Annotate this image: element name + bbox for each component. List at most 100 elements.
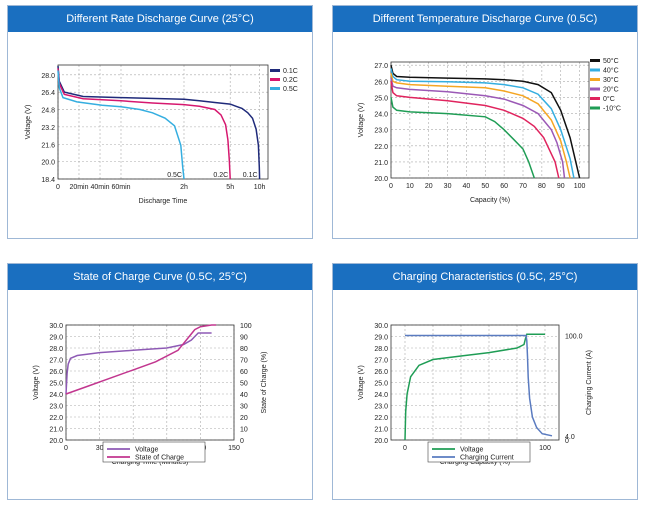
x-tick-label: 10h <box>254 184 266 191</box>
y2-tick-label: 40 <box>240 392 248 399</box>
x-axis-label: Charging Time (Minutes) <box>112 459 189 466</box>
legend-swatch <box>590 87 600 91</box>
x-tick-label: 50 <box>481 183 489 190</box>
x-tick-label: 60min <box>111 184 130 191</box>
y-tick-label: 28.0 <box>49 346 63 353</box>
x-tick-label: 100 <box>539 445 551 452</box>
y-tick-label: 26.0 <box>374 79 388 86</box>
y-tick-label: 24.8 <box>41 108 55 115</box>
y-tick-label: 22.0 <box>374 415 388 422</box>
y-tick-label: 24.0 <box>374 392 388 399</box>
x-tick-label: 0 <box>389 183 393 190</box>
charging-characteristics-chart: 20.0 21.0 22.0 23.0 24.0 25.0 26.0 27.0 28.0 29.0… <box>358 323 593 466</box>
y-tick-label: 21.6 <box>41 142 55 149</box>
y2-tick-label: 20 <box>240 415 248 422</box>
x-tick-label: 5h <box>226 184 234 191</box>
legend-label: 0°C <box>603 95 615 103</box>
y-tick-label: 29.0 <box>374 335 388 342</box>
charging-characteristics-title: Charging Characteristics (0.5C, 25°C) <box>333 264 637 290</box>
y-tick-label: 27.0 <box>374 358 388 365</box>
legend-label: 30°C <box>603 76 619 84</box>
series-line-50-c <box>390 65 581 179</box>
legend-label: 0.5C <box>283 86 298 93</box>
y2-tick-label: 10 <box>240 427 248 434</box>
x-tick-label: 60 <box>500 183 508 190</box>
series-line-voltage <box>404 333 545 441</box>
y2-tick-label: 0 <box>240 438 244 445</box>
legend-swatch <box>270 87 280 90</box>
legend-swatch <box>590 59 600 62</box>
y-tick-label: 26.0 <box>49 369 63 376</box>
x-tick-label: 30 <box>444 183 452 190</box>
y-tick-label: 28.0 <box>374 346 388 353</box>
series-line-40-c <box>390 68 575 179</box>
plot-frame <box>57 64 269 180</box>
plot-frame <box>390 61 590 179</box>
x-tick-label: 2h <box>180 184 188 191</box>
y-tick-label: 26.0 <box>374 369 388 376</box>
y-tick-label: 28.0 <box>41 73 55 80</box>
legend-label: -10°C <box>603 105 621 113</box>
x-tick-label: 20 <box>425 183 433 190</box>
y2-tick-label: 80 <box>240 346 248 353</box>
x-tick-label: 150 <box>228 445 240 452</box>
x-tick-label: 30 <box>96 445 104 452</box>
x-tick-label: 70 <box>519 183 527 190</box>
series-line-0-c <box>390 81 560 179</box>
y-axis-label: Voltage (V) <box>33 365 40 400</box>
legend-swatch <box>270 78 280 81</box>
y-tick-label: 30.0 <box>374 323 388 330</box>
x-tick-label: 90 <box>557 183 565 190</box>
temperature-discharge-panel: Different Temperature Discharge Curve (0… <box>332 5 638 239</box>
y-tick-label: 20.0 <box>41 160 55 167</box>
y2-tick-label: 100 <box>240 323 252 330</box>
series-line-voltage <box>65 332 212 395</box>
y-tick-label: 25.0 <box>49 381 63 388</box>
legend-label: 20°C <box>603 86 619 94</box>
y2-axis-label: State of Charge (%) <box>261 352 268 414</box>
rate-discharge-chart: 18.4 20.0 21.6 23.2 24.8 26.4 28.0 0 20min 40min 6… <box>25 64 298 205</box>
series-line-0-5c <box>57 70 185 180</box>
y-tick-label: 22.0 <box>49 415 63 422</box>
legend-swatch <box>590 78 600 81</box>
series-end-label: 0.2C <box>213 172 228 179</box>
legend-label: 50°C <box>603 57 619 65</box>
y-tick-label: 22.0 <box>374 144 388 151</box>
y-tick-label: 20.0 <box>374 176 388 183</box>
rate-discharge-title: Different Rate Discharge Curve (25°C) <box>8 6 312 32</box>
y2-axis-label: Charging Current (A) <box>586 350 593 415</box>
series-line-0-1c <box>57 66 261 180</box>
y-tick-label: 30.0 <box>49 323 63 330</box>
x-tick-label: 80 <box>538 183 546 190</box>
legend-swatch <box>590 106 600 110</box>
y-tick-label: 23.0 <box>374 404 388 411</box>
series-line-20-c <box>390 77 566 179</box>
y-tick-label: 21.0 <box>49 427 63 434</box>
series-line--10-c <box>390 97 536 179</box>
x-tick-label: 40min <box>90 184 109 191</box>
y2-tick-label: 70 <box>240 358 248 365</box>
legend-swatch <box>270 69 280 72</box>
y2-tick-label: 60 <box>240 369 248 376</box>
y-tick-label: 23.2 <box>41 125 55 132</box>
legend-swatch <box>590 68 600 72</box>
y-tick-label: 24.0 <box>49 392 63 399</box>
temperature-discharge-chart: 20.0 21.0 22.0 23.0 24.0 25.0 26.0 27.0 0 10 20 30 4… <box>358 57 621 204</box>
y-tick-label: 24.0 <box>374 112 388 119</box>
y-tick-label: 18.4 <box>41 177 55 184</box>
charging-characteristics-panel: Charging Characteristics (0.5C, 25°C) 20… <box>332 263 638 500</box>
y-tick-label: 21.0 <box>374 427 388 434</box>
series-line-state-of-charge <box>65 324 217 395</box>
series-end-label: 0.5C <box>167 172 182 179</box>
x-axis-label: Discharge Time <box>139 198 188 205</box>
x-tick-label: 0 <box>403 445 407 452</box>
legend-label: Charging Current <box>460 455 514 462</box>
y-tick-label: 20.0 <box>49 438 63 445</box>
x-tick-label: 100 <box>574 183 586 190</box>
x-tick-label: 10 <box>406 183 414 190</box>
temperature-discharge-title: Different Temperature Discharge Curve (0… <box>333 6 637 32</box>
state-of-charge-panel: State of Charge Curve (0.5C, 25°C) 20.0 2… <box>7 263 313 500</box>
legend-label: 0.1C <box>283 68 298 75</box>
y2-tick-label: 90 <box>240 335 248 342</box>
y2-tick-label: 50 <box>240 381 248 388</box>
